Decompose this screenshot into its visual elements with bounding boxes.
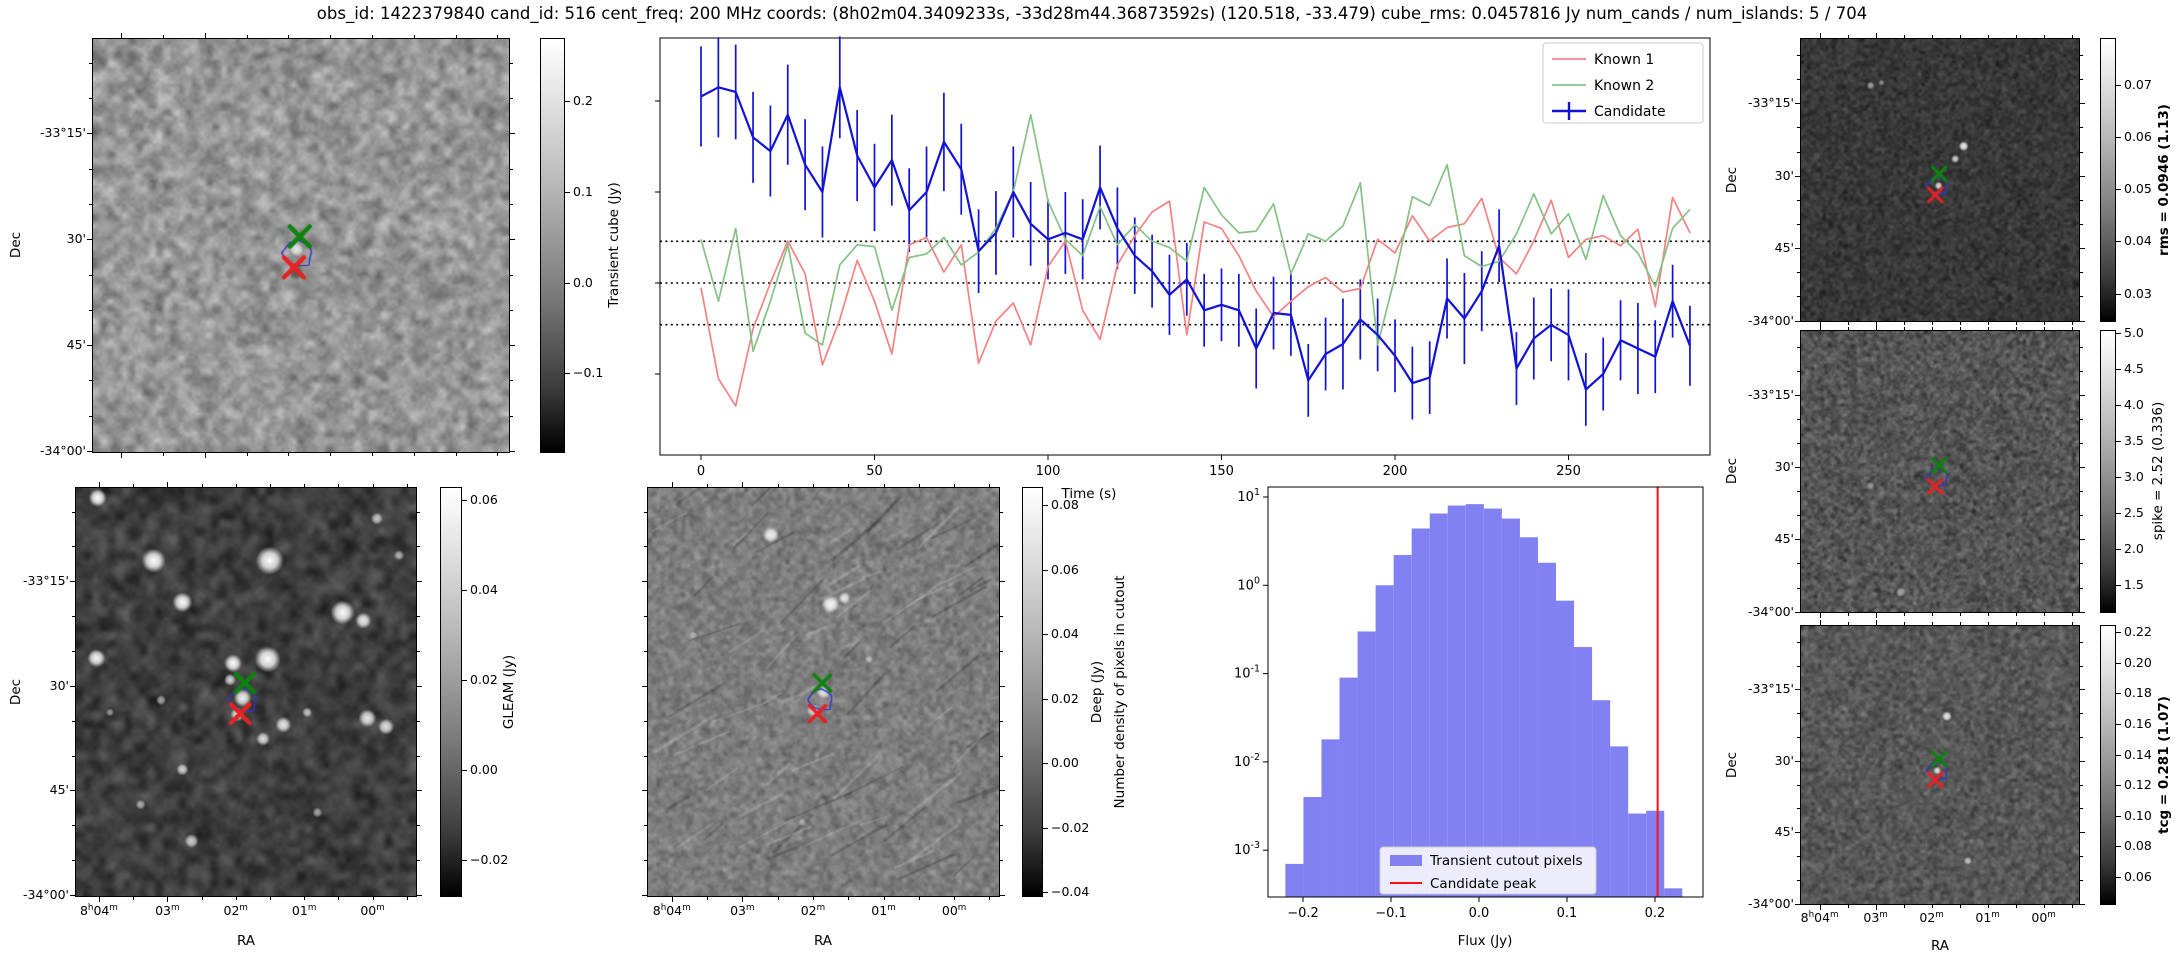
figure-title: obs_id: 1422379840 cand_id: 516 cent_fre… — [316, 4, 1868, 23]
transient-colorbar-gradient — [540, 38, 565, 453]
rms-colorbar-title: rms = 0.0946 (1.13) — [2156, 104, 2172, 256]
svg-text:−0.2: −0.2 — [1287, 906, 1319, 921]
svg-text:Transient cutout pixels: Transient cutout pixels — [1429, 853, 1583, 869]
svg-text:10-3: 10-3 — [1234, 840, 1260, 858]
svg-text:100: 100 — [1036, 464, 1061, 479]
deep-image — [647, 487, 1000, 897]
svg-text:10-2: 10-2 — [1234, 752, 1260, 770]
rms-image — [1800, 38, 2080, 322]
lightcurve-legend: Known 1 Known 2 Candidate — [1542, 42, 1704, 124]
histogram-legend: Transient cutout pixels Candidate peak — [1379, 846, 1597, 895]
rms-colorbar-gradient — [2100, 38, 2116, 322]
lightcurve-plot: 0 50 100 150 200 250 Known 1 Known 2 Candidate — [655, 36, 1711, 479]
spike-colorbar — [2100, 330, 2116, 613]
tcg-colorbar — [2100, 625, 2116, 905]
tcg-colorbar-title: tcg = 0.281 (1.07) — [2156, 696, 2172, 834]
svg-text:0.1: 0.1 — [1557, 906, 1578, 921]
ra-axis-label: RA — [813, 933, 833, 949]
svg-text:0.0: 0.0 — [1469, 906, 1490, 921]
svg-text:250: 250 — [1556, 464, 1581, 479]
transient-cube-image — [92, 38, 510, 453]
svg-text:−0.1: −0.1 — [1375, 906, 1407, 921]
deep-colorbar — [1022, 487, 1043, 897]
spike-colorbar-gradient — [2100, 330, 2116, 613]
svg-text:200: 200 — [1383, 464, 1408, 479]
gleam-colorbar-title: GLEAM (Jy) — [501, 654, 517, 730]
hist-y-axis-label: Number density of pixels in cutout — [1112, 575, 1128, 809]
svg-text:Candidate peak: Candidate peak — [1430, 876, 1536, 892]
tcg-colorbar-gradient — [2100, 625, 2116, 905]
time-axis-label: Time (s) — [1061, 486, 1117, 502]
svg-text:0: 0 — [697, 464, 705, 479]
gleam-image — [75, 487, 417, 897]
svg-text:10-1: 10-1 — [1234, 664, 1260, 682]
deep-colorbar-title: Deep (Jy) — [1089, 660, 1105, 724]
ra-axis-label: RA — [1930, 938, 1950, 954]
gleam-colorbar-gradient — [440, 487, 462, 897]
spike-image — [1800, 330, 2080, 613]
transient-colorbar-title: Transient cube (Jy) — [606, 182, 622, 308]
svg-text:Candidate: Candidate — [1594, 104, 1666, 120]
svg-text:50: 50 — [866, 464, 883, 479]
deep-colorbar-gradient — [1022, 487, 1043, 897]
tcg-image — [1800, 625, 2080, 905]
spike-colorbar-title: spike = 2.52 (0.336) — [2150, 401, 2166, 541]
svg-text:101: 101 — [1237, 487, 1260, 505]
flux-histogram-plot: −0.2 −0.1 0.0 0.1 0.2 101 100 10-1 10-2 10-3 Trans… — [1234, 486, 1704, 921]
svg-text:0.2: 0.2 — [1645, 906, 1666, 921]
gleam-colorbar — [440, 487, 462, 897]
histogram-bars — [1285, 504, 1683, 897]
rms-colorbar — [2100, 38, 2116, 322]
svg-text:150: 150 — [1209, 464, 1234, 479]
svg-text:Known 2: Known 2 — [1594, 78, 1654, 94]
transient-cube-colorbar — [540, 38, 565, 453]
flux-axis-label: Flux (Jy) — [1457, 933, 1513, 949]
svg-text:100: 100 — [1237, 575, 1260, 593]
svg-text:Known 1: Known 1 — [1594, 52, 1654, 68]
ra-axis-label: RA — [236, 933, 256, 949]
